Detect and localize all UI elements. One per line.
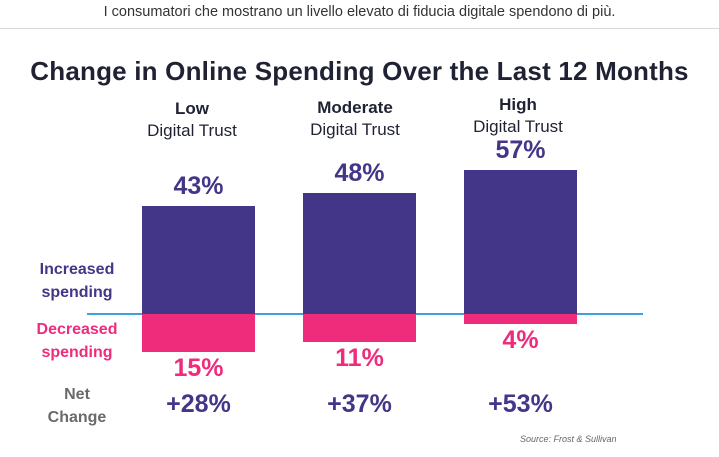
row-label-line: Change — [47, 409, 107, 426]
value-label-increased: 48% — [334, 159, 385, 188]
chart-title: Change in Online Spending Over the Last … — [30, 56, 689, 86]
bar-increased-low — [142, 205, 255, 314]
row-label-line: Net — [64, 386, 90, 403]
category-level: Low — [175, 99, 209, 118]
category-descriptor: Digital Trust — [310, 120, 400, 139]
net-change-value: +28% — [166, 390, 231, 418]
caption: I consumatori che mostrano un livello el… — [0, 0, 719, 29]
category-descriptor: Digital Trust — [147, 121, 237, 140]
value-label-increased: 43% — [173, 171, 224, 200]
category-level: High — [499, 95, 537, 114]
row-label-net-change: Net Change — [18, 383, 136, 429]
row-label-line: spending — [41, 284, 113, 301]
row-label-increased: Increased spending — [18, 258, 136, 304]
row-label-line: Decreased — [36, 321, 118, 338]
category-descriptor: Digital Trust — [473, 117, 563, 136]
category-level: Moderate — [317, 98, 393, 117]
bar-decreased-low — [142, 314, 255, 352]
row-label-line: Increased — [39, 261, 115, 278]
bar-increased-moderate — [303, 193, 416, 314]
net-change-value: +37% — [327, 390, 392, 418]
row-label-line: spending — [41, 344, 113, 361]
value-label-increased: 57% — [495, 136, 546, 165]
bar-increased-high — [464, 170, 577, 314]
source-note: Source: Frost & Sullivan — [520, 434, 617, 444]
category-label-moderate: Moderate Digital Trust — [270, 97, 440, 141]
net-change-value: +53% — [488, 390, 553, 418]
bar-decreased-moderate — [303, 314, 416, 342]
value-label-decreased: 15% — [173, 353, 224, 382]
value-label-decreased: 4% — [502, 326, 539, 355]
category-label-high: High Digital Trust — [433, 94, 603, 138]
value-label-decreased: 11% — [335, 343, 384, 372]
bar-decreased-high — [464, 314, 577, 325]
category-label-low: Low Digital Trust — [107, 98, 277, 142]
row-label-decreased: Decreased spending — [18, 318, 136, 364]
